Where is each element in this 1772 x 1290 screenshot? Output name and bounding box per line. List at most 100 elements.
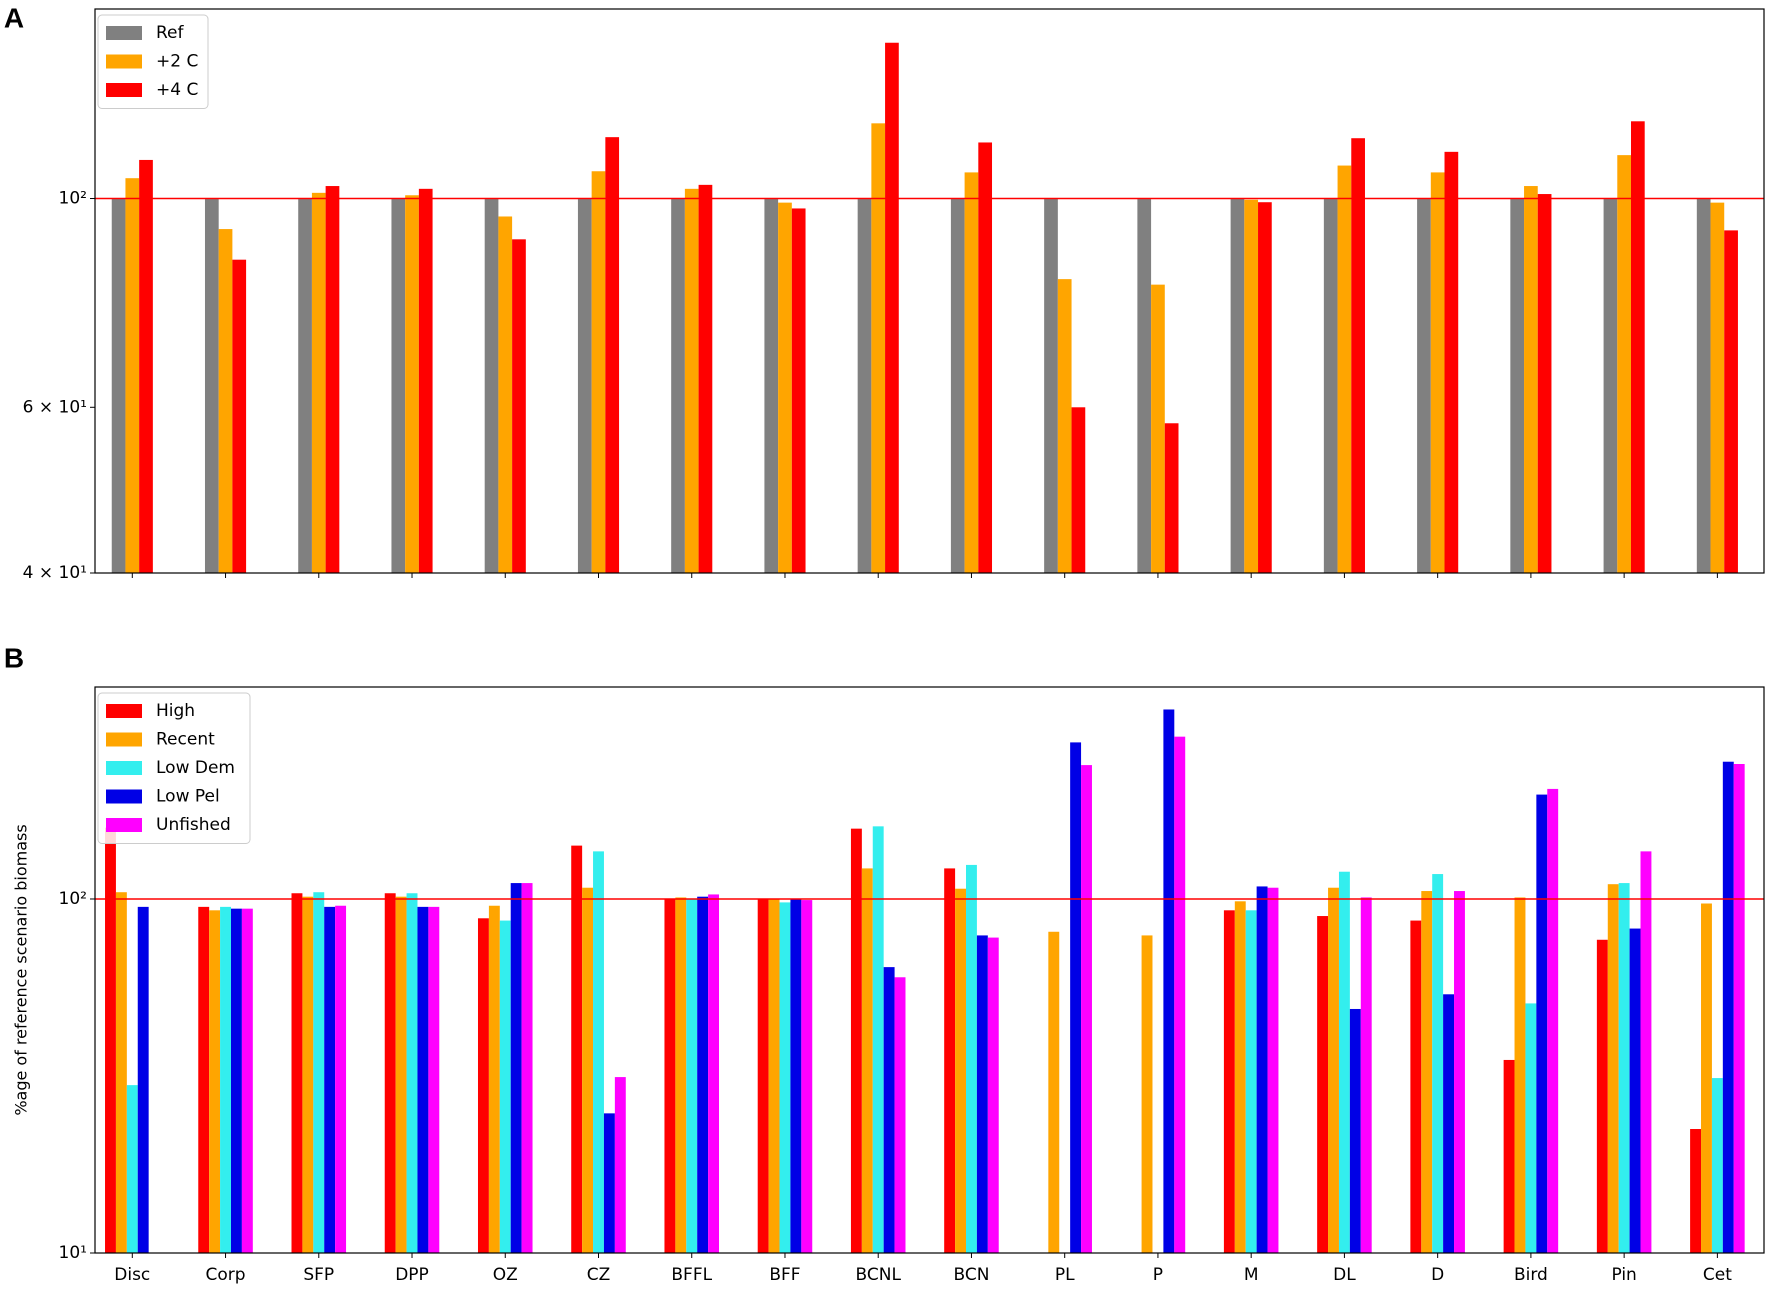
bar xyxy=(698,184,713,573)
x-tick-label: DPP xyxy=(395,1265,429,1285)
legend-swatch xyxy=(106,26,142,40)
bar xyxy=(987,937,999,1253)
bars xyxy=(105,709,1745,1253)
legend-swatch xyxy=(106,789,142,804)
bar xyxy=(405,195,419,573)
plot-frame xyxy=(94,686,1765,1254)
bar xyxy=(686,898,698,1253)
bar xyxy=(1607,884,1619,1253)
bar xyxy=(521,883,533,1253)
bar xyxy=(1537,194,1552,574)
y-tick-label: 10² xyxy=(59,189,87,209)
legend-swatch xyxy=(106,83,142,97)
bar xyxy=(302,896,314,1253)
legend-label: +4 C xyxy=(156,80,198,100)
bar xyxy=(944,868,956,1253)
legend-swatch xyxy=(106,732,142,747)
bar xyxy=(477,918,489,1253)
x-tick-label: SFP xyxy=(303,1265,334,1285)
bar xyxy=(111,198,126,573)
bar xyxy=(1349,1008,1361,1253)
x-tick-label: OZ xyxy=(493,1265,518,1285)
bar xyxy=(1603,198,1618,573)
bar xyxy=(1630,121,1645,574)
bar xyxy=(417,906,429,1253)
bar xyxy=(1351,138,1365,573)
x-tick-label: BFFL xyxy=(671,1265,712,1285)
plot-frame xyxy=(94,8,1765,574)
bar xyxy=(1696,198,1711,573)
bar xyxy=(872,826,884,1253)
bar xyxy=(605,137,620,573)
x-tick-label: Disc xyxy=(114,1265,150,1285)
y-tick-label: 6 × 10¹ xyxy=(23,397,87,417)
bar xyxy=(1617,155,1631,574)
bar xyxy=(976,935,988,1253)
bar xyxy=(1141,935,1153,1253)
legend-label: Unfished xyxy=(156,815,231,835)
bar xyxy=(1258,202,1272,573)
bar xyxy=(850,828,862,1253)
bar xyxy=(1724,230,1738,573)
bar xyxy=(232,259,247,573)
bar xyxy=(664,898,676,1253)
bar xyxy=(313,892,325,1253)
bar xyxy=(1360,897,1372,1253)
bar xyxy=(1151,284,1165,573)
bar xyxy=(1547,788,1559,1253)
legend-swatch xyxy=(106,54,142,69)
bar xyxy=(105,827,116,1253)
bar xyxy=(1514,897,1526,1253)
x-tick-label: Cet xyxy=(1703,1265,1732,1285)
bar xyxy=(1317,916,1329,1253)
bar xyxy=(614,1077,626,1253)
legend-label: Low Dem xyxy=(156,758,235,778)
legend-label: High xyxy=(156,701,195,721)
bar xyxy=(139,159,153,573)
bar xyxy=(209,910,221,1253)
bar xyxy=(697,896,709,1253)
bar xyxy=(137,906,149,1253)
legend-label: +2 C xyxy=(156,52,198,72)
bar xyxy=(484,198,499,573)
y-tick-label: 4 × 10¹ xyxy=(23,563,87,583)
bar xyxy=(1444,151,1459,573)
bar xyxy=(1267,887,1279,1253)
bar xyxy=(1618,883,1630,1253)
bar xyxy=(488,905,500,1253)
bar xyxy=(198,906,210,1253)
bar xyxy=(894,977,906,1253)
x-tick-label: Bird xyxy=(1514,1265,1548,1285)
bar xyxy=(125,178,140,573)
bar xyxy=(1048,931,1060,1253)
bar xyxy=(218,229,233,573)
bar xyxy=(325,186,340,573)
bar xyxy=(1711,1078,1723,1253)
bar xyxy=(1245,910,1257,1253)
bar xyxy=(1640,851,1652,1253)
bar xyxy=(1137,198,1152,573)
bar xyxy=(1524,186,1538,573)
bar xyxy=(418,188,433,573)
bar xyxy=(1230,198,1245,573)
bar xyxy=(1338,871,1350,1253)
bar xyxy=(883,967,895,1253)
bar xyxy=(1421,891,1433,1253)
panel-label: A xyxy=(4,2,24,33)
legend-swatch xyxy=(106,704,142,718)
bar xyxy=(684,188,699,573)
bar xyxy=(1722,761,1734,1253)
legend-swatch xyxy=(106,818,142,832)
bar xyxy=(861,868,873,1253)
bar xyxy=(335,905,347,1253)
bar xyxy=(1256,886,1268,1253)
y-tick-label: 10² xyxy=(59,889,87,909)
bar xyxy=(1690,1129,1702,1253)
bar xyxy=(801,900,813,1253)
bar xyxy=(126,1085,138,1253)
bar xyxy=(1323,198,1338,573)
legend-swatch xyxy=(106,761,142,775)
bar xyxy=(1337,165,1352,574)
bar xyxy=(964,172,979,574)
